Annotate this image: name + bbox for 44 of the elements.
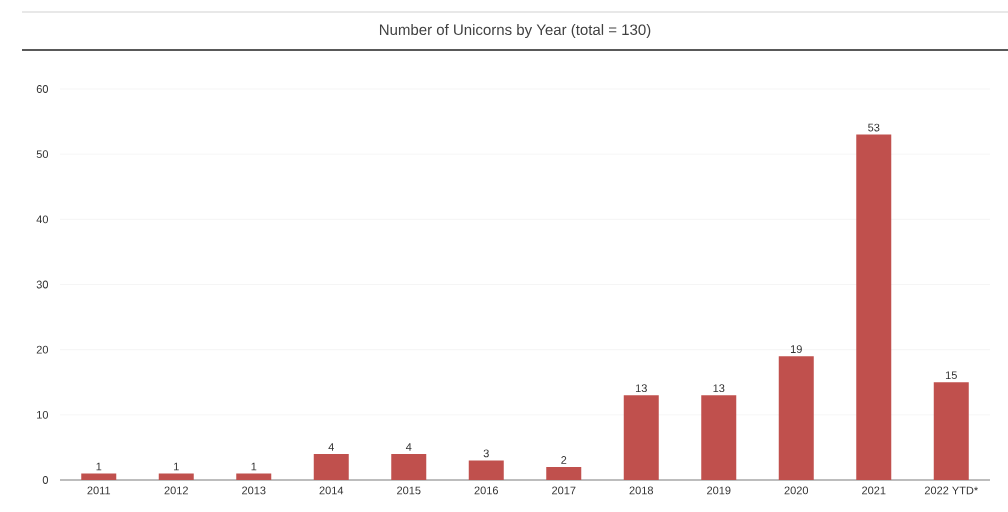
x-tick-label: 2019 [707,486,731,495]
bar [856,134,892,480]
bar [468,460,504,480]
y-tick-label: 60 [36,85,49,93]
data-label: 3 [483,449,489,458]
y-tick-label: 10 [37,410,49,419]
x-tick-label: 2013 [242,486,266,495]
x-tick-label: 2020 [784,486,809,495]
bar [546,466,582,480]
bar [313,453,349,480]
x-tick-label: 2021 [862,486,886,495]
x-tick-label: 2016 [474,486,498,495]
y-tick-label: 30 [36,280,49,289]
data-label: 4 [328,443,334,451]
y-tick-label: 40 [36,215,49,224]
data-label: 1 [251,462,257,471]
data-label: 13 [635,384,647,393]
bar [933,382,969,480]
chart-title: Number of Unicorns by Year (total = 130) [379,24,651,38]
x-tick-label: 2017 [552,486,576,495]
bar [81,473,117,480]
data-label: 2 [561,456,567,464]
data-label: 15 [945,371,957,380]
x-tick-label: 2022 YTD* [924,486,978,495]
x-tick-label: 2014 [319,486,344,495]
data-label: 4 [405,443,412,451]
y-tick-label: 20 [36,345,49,354]
data-label: 19 [790,345,802,353]
bar [236,473,272,480]
bar [391,453,427,480]
bar [778,356,814,480]
x-tick-label: 2011 [87,486,111,495]
x-tick-label: 2018 [629,486,653,495]
bar [623,395,659,480]
y-tick-label: 0 [42,476,49,484]
data-label: 53 [868,123,880,132]
data-label: 1 [96,462,102,471]
bar [701,395,737,480]
data-label: 1 [174,462,179,471]
bar [158,473,194,480]
data-label: 13 [713,384,725,393]
x-tick-label: 2015 [397,486,421,495]
y-tick-label: 50 [36,150,49,159]
x-tick-label: 2012 [164,486,188,495]
